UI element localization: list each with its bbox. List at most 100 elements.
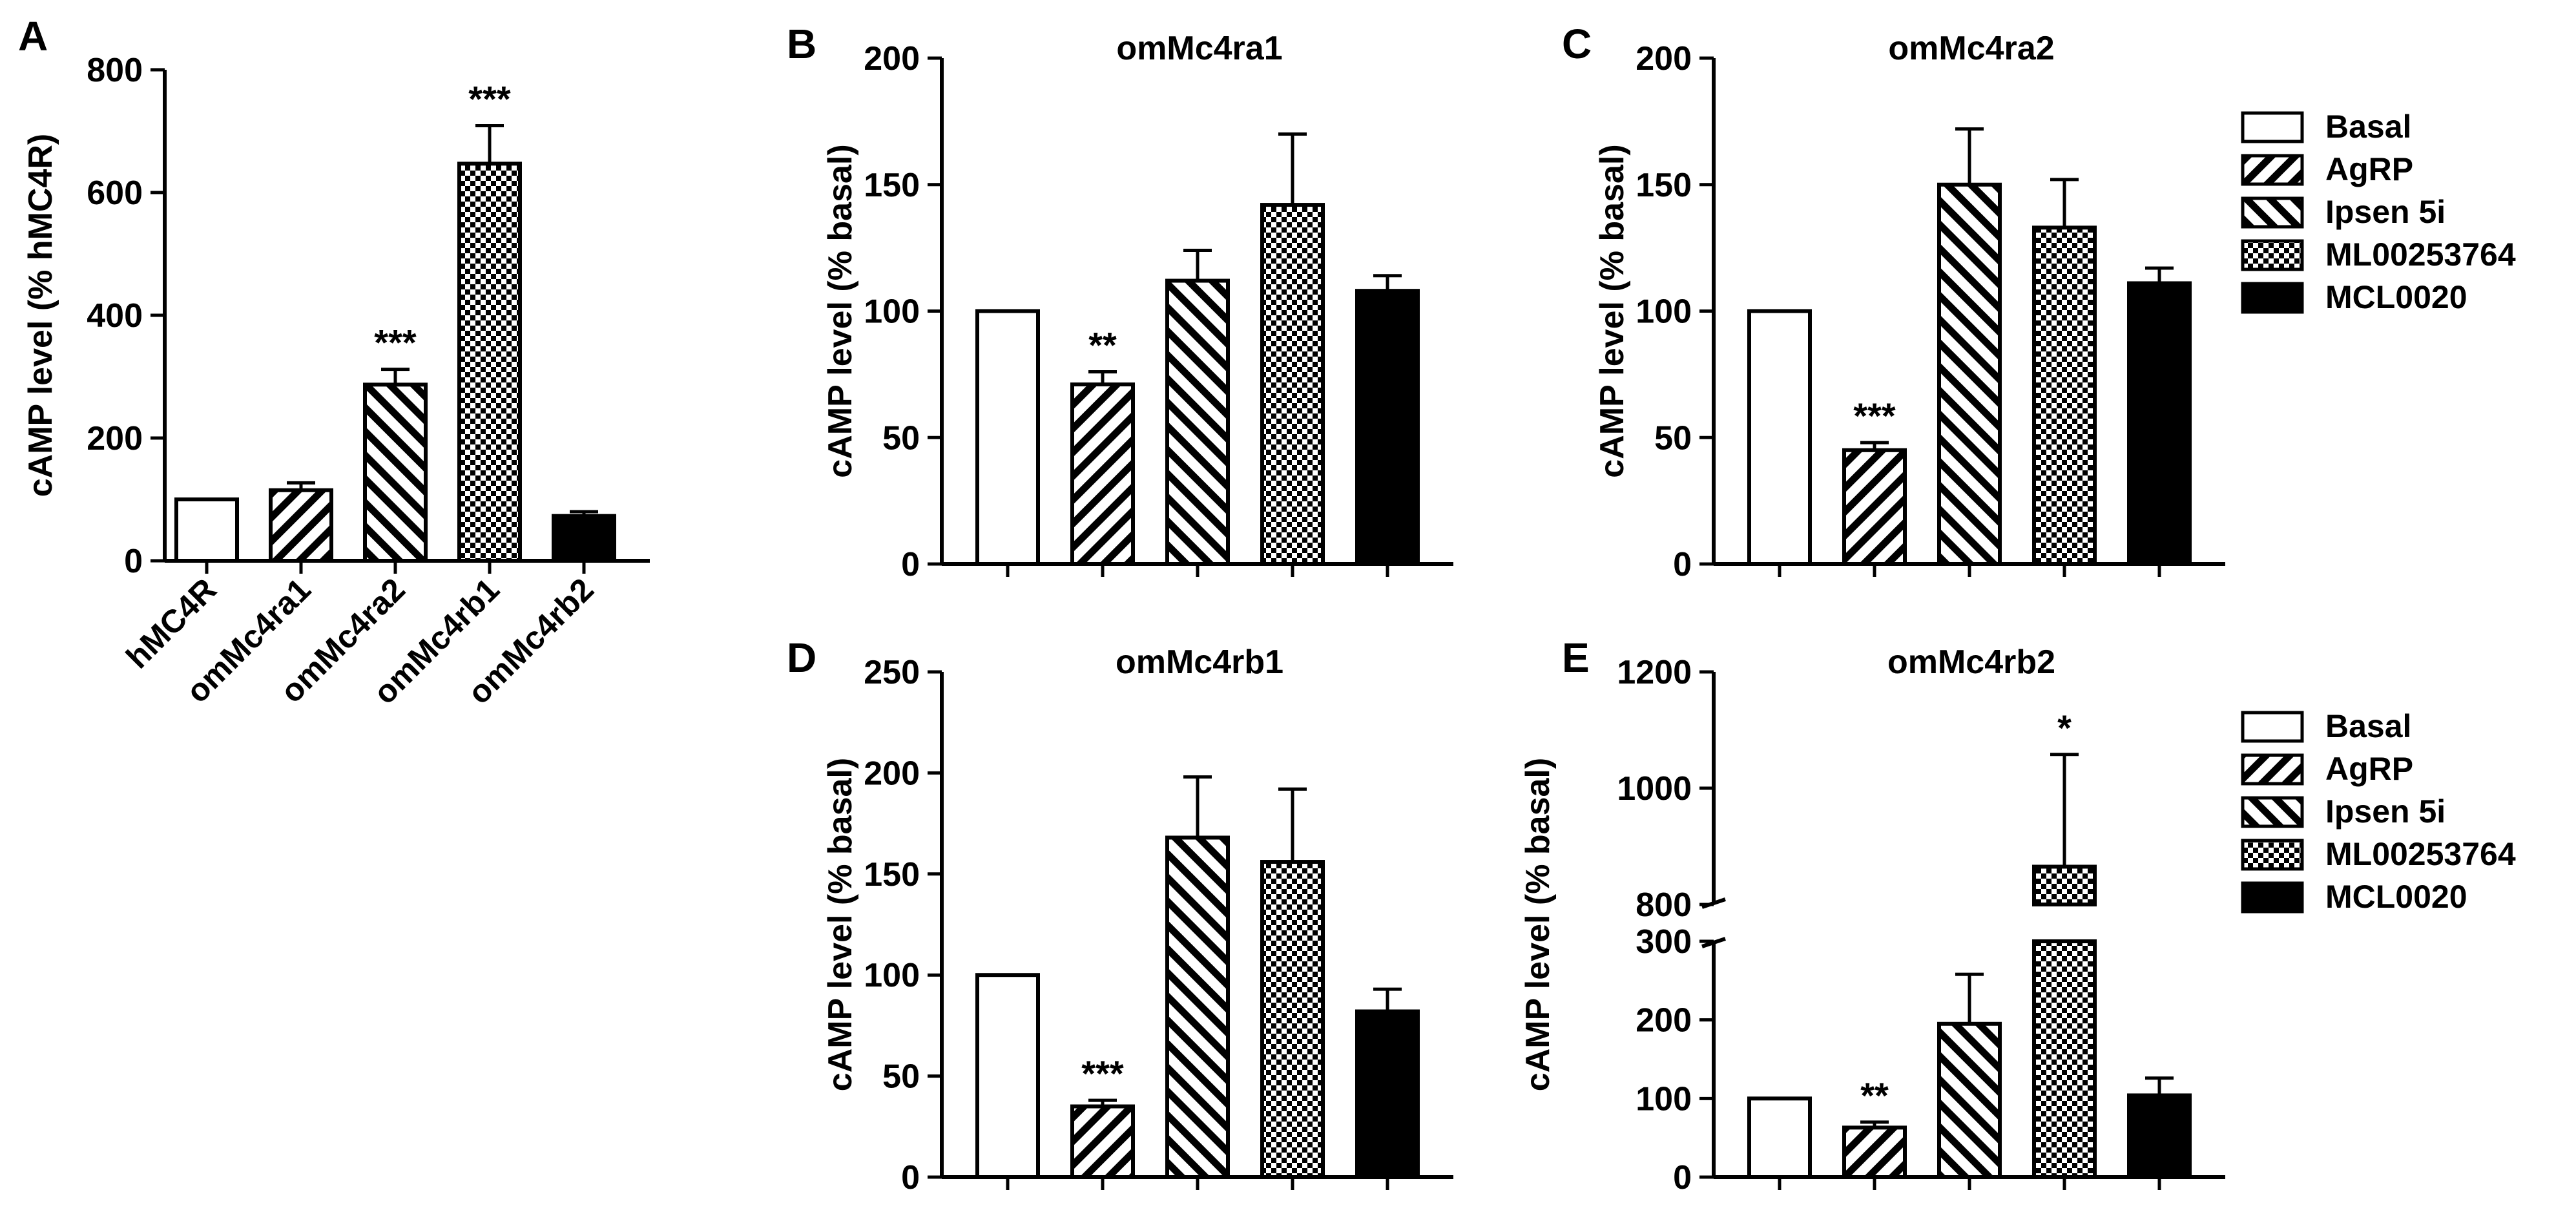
legend-label: Ipsen 5i [2325, 194, 2446, 230]
legend-label: Basal [2325, 708, 2411, 744]
bar-basal [1747, 1096, 1812, 1180]
panel-c-letter: C [1562, 21, 1592, 67]
bar-ommc4rb1 [457, 162, 522, 563]
panel-a-letter: A [18, 13, 48, 59]
y-tick-label: 0 [901, 1159, 920, 1196]
panel-c-title: omMc4ra2 [1888, 30, 2054, 67]
legend-swatch [2241, 154, 2304, 186]
y-tick-label: 100 [864, 293, 920, 331]
legend-swatch [2241, 711, 2304, 743]
y-tick-label: 0 [1673, 546, 1692, 583]
bar-agrp [1842, 1125, 1907, 1179]
significance-label: *** [1081, 1053, 1124, 1094]
y-tick-label: 100 [1636, 1080, 1692, 1118]
legend-swatch [2241, 111, 2304, 143]
bar-ml00253764 [1260, 860, 1325, 1179]
legend-e: Basal AgRP Ipsen 5i ML00253764 MCL0020 [2241, 708, 2516, 915]
bar-ipsen-5i [1937, 1021, 2002, 1179]
panel-b-title: omMc4ra1 [1116, 30, 1282, 67]
y-tick-label: 200 [1636, 40, 1692, 78]
y-tick-label: 400 [87, 297, 143, 335]
y-tick-label: 600 [87, 174, 143, 212]
bar-ommc4ra1 [269, 488, 333, 563]
bar-agrp [1070, 382, 1135, 566]
significance-label: *** [374, 322, 417, 363]
y-tick-label: 1200 [1617, 654, 1692, 691]
panel-b-y-axis-label: cAMP level (% basal) [822, 144, 859, 477]
y-tick-label: 800 [1636, 886, 1692, 924]
y-tick-label: 100 [864, 957, 920, 994]
panel-a-y-axis-label: cAMP level (% hMC4R) [22, 134, 59, 497]
legend-label: AgRP [2325, 751, 2413, 787]
bar-ml00253764 [1260, 203, 1325, 566]
bar-ml00253764-lower [2032, 939, 2097, 1179]
bar-basal [975, 309, 1040, 566]
legend-c: Basal AgRP Ipsen 5i ML00253764 MCL0020 [2241, 109, 2516, 315]
bar-ipsen-5i [1937, 182, 2002, 566]
legend-label: Ipsen 5i [2325, 793, 2446, 830]
y-tick-label: 800 [87, 52, 143, 89]
bar-agrp [1842, 448, 1907, 567]
legend-swatch [2241, 196, 2304, 229]
panel-e-y-axis-label: cAMP level (% basal) [1519, 758, 1557, 1091]
significance-label: *** [1853, 395, 1896, 436]
bar-hmc4r [174, 497, 239, 563]
y-tick-label: 50 [882, 419, 920, 457]
legend-swatch [2241, 839, 2304, 871]
panel-d-y-axis-label: cAMP level (% basal) [822, 758, 859, 1091]
bar-mcl0020 [2127, 281, 2192, 566]
legend-swatch [2241, 282, 2304, 314]
y-tick-label: 0 [901, 546, 920, 583]
panel-d-title: omMc4rb1 [1116, 643, 1283, 681]
bar-ipsen-5i [1165, 835, 1230, 1179]
legend-label: ML00253764 [2325, 236, 2516, 273]
significance-label: * [2057, 707, 2072, 748]
y-tick-label: 200 [864, 755, 920, 792]
legend-swatch [2241, 239, 2304, 271]
legend-label: MCL0020 [2325, 279, 2467, 315]
legend-swatch [2241, 796, 2304, 828]
bar-basal [1747, 309, 1812, 566]
bar-mcl0020 [2127, 1093, 2192, 1180]
legend-label: MCL0020 [2325, 879, 2467, 915]
bar-ipsen-5i [1165, 278, 1230, 566]
bar-ommc4rb2 [552, 514, 616, 563]
bar-mcl0020 [1355, 289, 1420, 566]
legend-label: Basal [2325, 109, 2411, 145]
legend-label: AgRP [2325, 151, 2413, 187]
panel-d-letter: D [787, 634, 816, 681]
bar-ommc4ra2 [363, 382, 428, 563]
y-tick-label: 200 [87, 420, 143, 457]
panel-c-y-axis-label: cAMP level (% basal) [1594, 144, 1631, 477]
y-tick-label: 150 [864, 856, 920, 893]
y-tick-label: 150 [1636, 167, 1692, 204]
y-tick-label: 150 [864, 167, 920, 204]
y-tick-label: 50 [1654, 419, 1692, 457]
significance-label: ** [1088, 324, 1117, 365]
legend-label: ML00253764 [2325, 836, 2516, 872]
legend-swatch [2241, 753, 2304, 786]
y-tick-label: 250 [864, 654, 920, 691]
y-tick-label: 50 [882, 1058, 920, 1096]
panel-e-letter: E [1562, 634, 1590, 681]
y-tick-label: 100 [1636, 293, 1692, 331]
bar-agrp [1070, 1104, 1135, 1180]
y-tick-label: 1000 [1617, 770, 1692, 808]
bar-ml00253764-upper [2032, 864, 2097, 906]
legend-swatch [2241, 881, 2304, 914]
bar-ml00253764 [2032, 225, 2097, 566]
y-tick-label: 0 [1673, 1159, 1692, 1196]
y-tick-label: 200 [1636, 1002, 1692, 1040]
y-tick-label: 0 [124, 543, 143, 580]
bar-mcl0020 [1355, 1009, 1420, 1180]
panel-e-title: omMc4rb2 [1887, 643, 2055, 681]
panel-b-letter: B [787, 21, 816, 67]
bar-basal [975, 973, 1040, 1179]
y-tick-label: 300 [1636, 923, 1692, 961]
